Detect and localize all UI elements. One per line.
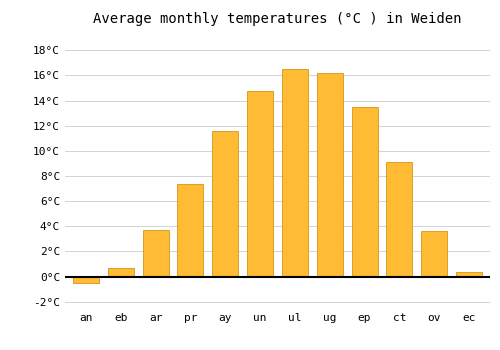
Bar bbox=[352, 107, 378, 276]
Bar bbox=[247, 91, 273, 276]
Bar bbox=[282, 69, 308, 276]
Bar bbox=[316, 73, 343, 276]
Bar bbox=[212, 131, 238, 276]
Bar bbox=[456, 272, 482, 276]
Bar bbox=[108, 268, 134, 276]
Title: Average monthly temperatures (°C ) in Weiden: Average monthly temperatures (°C ) in We… bbox=[93, 12, 462, 26]
Bar bbox=[386, 162, 412, 276]
Bar bbox=[178, 183, 204, 276]
Bar bbox=[421, 231, 448, 276]
Bar bbox=[73, 276, 99, 283]
Bar bbox=[142, 230, 169, 276]
